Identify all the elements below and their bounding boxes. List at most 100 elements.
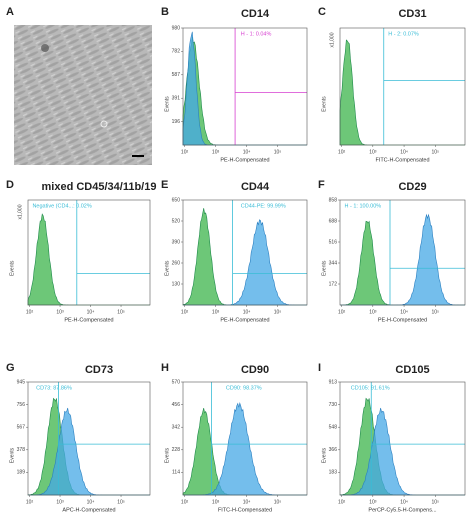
- x-axis-label: PE-H-Compensated: [378, 317, 427, 323]
- panel-letter: E: [161, 179, 168, 191]
- plot-frame: [182, 199, 308, 306]
- y-tick-label: 980: [172, 25, 181, 31]
- y-tick-label: 756: [17, 402, 26, 408]
- y-axis-label: Events: [164, 260, 170, 276]
- panel-title: mixed CD45/34/11b/19: [42, 181, 157, 193]
- x-tick-label: 10³: [369, 499, 377, 505]
- y-tick-label: 782: [172, 49, 181, 55]
- x-tick-label: 10⁴: [400, 149, 408, 155]
- histogram: [339, 39, 465, 146]
- y-tick-label: 858: [329, 197, 338, 203]
- x-axis-label: PE-H-Compensated: [220, 157, 269, 163]
- y-tick-label: 520: [172, 218, 181, 224]
- histogram: [182, 37, 307, 146]
- x-axis-label: PE-H-Compensated: [220, 317, 269, 323]
- y-tick-label: 366: [329, 447, 338, 453]
- x-axis-label: APC-H-Compensated: [62, 507, 115, 513]
- histogram: [27, 397, 150, 496]
- panel-letter: G: [6, 362, 15, 374]
- x-tick-label: 10³: [56, 309, 64, 315]
- y-axis-label: Events: [321, 96, 327, 112]
- panel-title: CD105: [395, 364, 429, 376]
- panel-letter: C: [318, 6, 326, 18]
- gate-label: CD90: 98.37%: [226, 385, 262, 391]
- gate-label: CD73: 87.86%: [36, 385, 72, 391]
- gate-label: CD105: 91.61%: [351, 385, 390, 391]
- gate-label: Negative (CD4...: 0.02%: [32, 203, 91, 209]
- y-tick-label: 548: [329, 425, 338, 431]
- x-tick-label: 10²: [26, 309, 34, 315]
- x-tick-label: 10⁵: [117, 499, 125, 505]
- x-tick-label: 10⁴: [243, 309, 251, 315]
- x-tick-label: 10³: [212, 309, 220, 315]
- panel-title: CD44: [241, 181, 270, 193]
- micrograph-cell: [100, 120, 108, 128]
- panel-letter: F: [318, 179, 325, 191]
- x-tick-label: 10⁵: [431, 149, 439, 155]
- plot-frame: [182, 381, 308, 496]
- y-tick-label: 228: [172, 447, 181, 453]
- plot-frame: [339, 199, 466, 306]
- x-axis-label: PE-H-Compensated: [64, 317, 113, 323]
- x-tick-label: 10⁵: [274, 499, 282, 505]
- x-tick-label: 10⁵: [274, 309, 282, 315]
- gate-label: H - 2: 0.07%: [388, 31, 419, 37]
- panel-title: CD90: [241, 364, 269, 376]
- x-tick-label: 10²: [181, 309, 189, 315]
- x-tick-label: 10⁴: [87, 499, 95, 505]
- y-tick-label: 260: [172, 260, 181, 266]
- y-tick-label: 390: [172, 239, 181, 245]
- y-scale-label: x1,000: [17, 204, 23, 219]
- y-tick-label: 344: [329, 260, 338, 266]
- y-tick-label: 196: [172, 119, 181, 125]
- panel-letter: H: [161, 362, 169, 374]
- micrograph-spot: [41, 44, 49, 52]
- x-tick-label: 10²: [181, 149, 189, 155]
- y-tick-label: 172: [329, 281, 338, 287]
- gate-label: H - 1: 0.04%: [241, 31, 272, 37]
- panel-letter: B: [161, 6, 169, 18]
- y-tick-label: 913: [329, 379, 338, 385]
- x-tick-label: 10⁵: [117, 309, 125, 315]
- x-axis-label: FITC-H-Compensated: [375, 157, 429, 163]
- x-tick-label: 10⁵: [431, 499, 439, 505]
- x-tick-label: 10⁴: [400, 499, 408, 505]
- x-tick-label: 10²: [181, 499, 189, 505]
- y-axis-label: Events: [9, 260, 15, 276]
- x-tick-label: 10³: [212, 149, 220, 155]
- x-axis-label: FITC-H-Compensated: [218, 507, 272, 513]
- y-tick-label: 130: [172, 281, 181, 287]
- x-tick-label: 10²: [26, 499, 34, 505]
- plot-frame: [27, 381, 151, 496]
- panel-letter: D: [6, 179, 14, 191]
- x-tick-label: 10³: [369, 149, 377, 155]
- x-tick-label: 10⁴: [243, 499, 251, 505]
- gate-label: CD44-PE: 99.99%: [241, 203, 286, 209]
- x-tick-label: 10²: [338, 149, 346, 155]
- y-tick-label: 570: [172, 379, 181, 385]
- plot-frame: [27, 199, 151, 306]
- x-tick-label: 10⁴: [87, 309, 95, 315]
- y-tick-label: 945: [17, 379, 26, 385]
- x-tick-label: 10⁵: [274, 149, 282, 155]
- panel-title: CD14: [241, 8, 270, 20]
- x-tick-label: 10³: [56, 499, 64, 505]
- y-tick-label: 587: [172, 72, 181, 78]
- y-scale-label: x1,000: [329, 32, 335, 47]
- y-tick-label: 391: [172, 96, 181, 102]
- y-tick-label: 567: [17, 425, 26, 431]
- y-tick-label: 183: [329, 470, 338, 476]
- y-tick-label: 688: [329, 218, 338, 224]
- y-tick-label: 456: [172, 402, 181, 408]
- panel-letter: A: [6, 6, 14, 18]
- histogram: [340, 220, 465, 306]
- x-axis-label: PerCP-Cy5.5-H-Compens...: [368, 507, 437, 513]
- x-tick-label: 10⁴: [400, 309, 408, 315]
- x-tick-label: 10²: [338, 309, 346, 315]
- y-axis-label: Events: [321, 260, 327, 276]
- y-axis-label: Events: [321, 447, 327, 463]
- x-tick-label: 10⁵: [431, 309, 439, 315]
- plot-frame: [339, 381, 466, 496]
- panel-title: CD31: [398, 8, 426, 20]
